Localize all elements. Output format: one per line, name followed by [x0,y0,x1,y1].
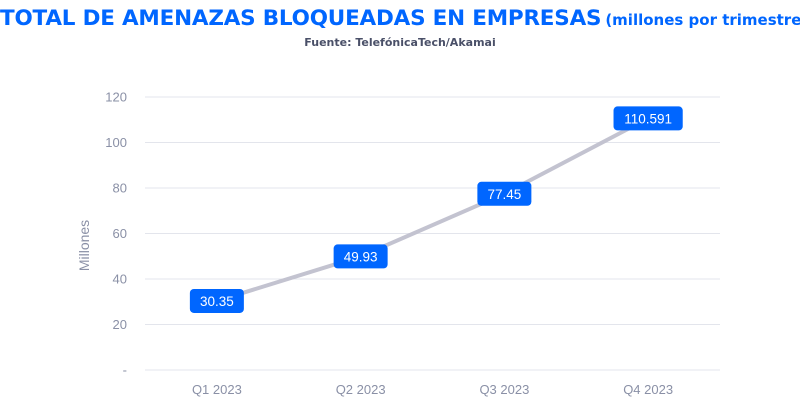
data-label-text: 110.591 [624,111,672,126]
data-label-box [477,181,532,206]
x-tick-label: Q2 2023 [336,382,386,397]
data-labels: 30.35 49.93 77.45 110.591 [189,106,683,313]
y-tick-label: 120 [105,90,127,105]
data-label-text: 30.35 [200,294,234,309]
data-label: 30.35 [189,288,244,313]
y-axis-ticks: - 20 40 60 80 100 120 [105,90,127,378]
x-tick-label: Q4 2023 [623,382,673,397]
y-tick-label: 20 [113,317,127,332]
data-label: 49.93 [333,244,388,269]
data-label: 110.591 [613,106,683,131]
data-label-box [333,244,388,269]
y-axis-title: Millones [76,220,92,271]
data-label: 77.45 [477,181,532,206]
series-line-group [214,116,651,303]
chart-title-row: TOTAL DE AMENAZAS BLOQUEADAS EN EMPRESAS… [0,6,800,31]
y-tick-label: 80 [113,181,127,196]
x-axis-ticks: Q1 2023 Q2 2023 Q3 2023 Q4 2023 [192,382,673,397]
x-tick-label: Q3 2023 [479,382,529,397]
y-tick-label: 60 [113,226,127,241]
gridlines [145,96,720,371]
series-line [214,116,651,303]
data-label-text: 49.93 [344,249,378,264]
data-label-text: 77.45 [487,187,521,202]
y-tick-label: 40 [113,272,127,287]
chart-source: Fuente: TelefónicaTech/Akamai [304,36,496,49]
x-tick-label: Q1 2023 [192,382,242,397]
data-label-box [613,106,683,131]
chart-title: TOTAL DE AMENAZAS BLOQUEADAS EN EMPRESAS [0,6,602,31]
y-tick-label: - [123,363,127,378]
data-label-box [189,288,244,313]
y-tick-label: 100 [105,135,127,150]
chart-subtitle: (millones por trimestre) [605,11,800,29]
